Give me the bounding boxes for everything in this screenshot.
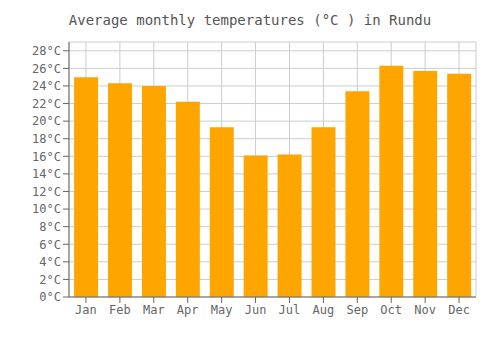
svg-text:6°C: 6°C xyxy=(39,238,61,252)
svg-text:Apr: Apr xyxy=(177,303,199,317)
svg-text:12°C: 12°C xyxy=(32,185,61,199)
html-text:Average monthly temperatures (: Average monthly temperatures (°C ) in Ru… xyxy=(68,12,432,28)
svg-text:Feb: Feb xyxy=(109,303,131,317)
svg-text:Jun: Jun xyxy=(245,303,267,317)
svg-text:28°C: 28°C xyxy=(32,44,61,58)
svg-text:2°C: 2°C xyxy=(39,273,61,287)
svg-text:16°C: 16°C xyxy=(32,150,61,164)
svg-text:Dec: Dec xyxy=(448,303,470,317)
svg-text:Jul: Jul xyxy=(279,303,301,317)
svg-text:May: May xyxy=(211,303,233,317)
svg-text:26°C: 26°C xyxy=(32,62,61,76)
svg-text:Aug: Aug xyxy=(313,303,335,317)
svg-text:22°C: 22°C xyxy=(32,97,61,111)
svg-text:18°C: 18°C xyxy=(32,132,61,146)
svg-text:Oct: Oct xyxy=(380,303,402,317)
svg-text:Sep: Sep xyxy=(346,303,368,317)
svg-text:Jan: Jan xyxy=(75,303,97,317)
svg-text:24°C: 24°C xyxy=(32,79,61,93)
svg-text:4°C: 4°C xyxy=(39,255,61,269)
svg-text:Mar: Mar xyxy=(143,303,165,317)
svg-text:8°C: 8°C xyxy=(39,220,61,234)
svg-text:14°C: 14°C xyxy=(32,167,61,181)
svg-text:Nov: Nov xyxy=(414,303,436,317)
svg-text:20°C: 20°C xyxy=(32,114,61,128)
svg-text:0°C: 0°C xyxy=(39,290,61,304)
svg-text:10°C: 10°C xyxy=(32,202,61,216)
